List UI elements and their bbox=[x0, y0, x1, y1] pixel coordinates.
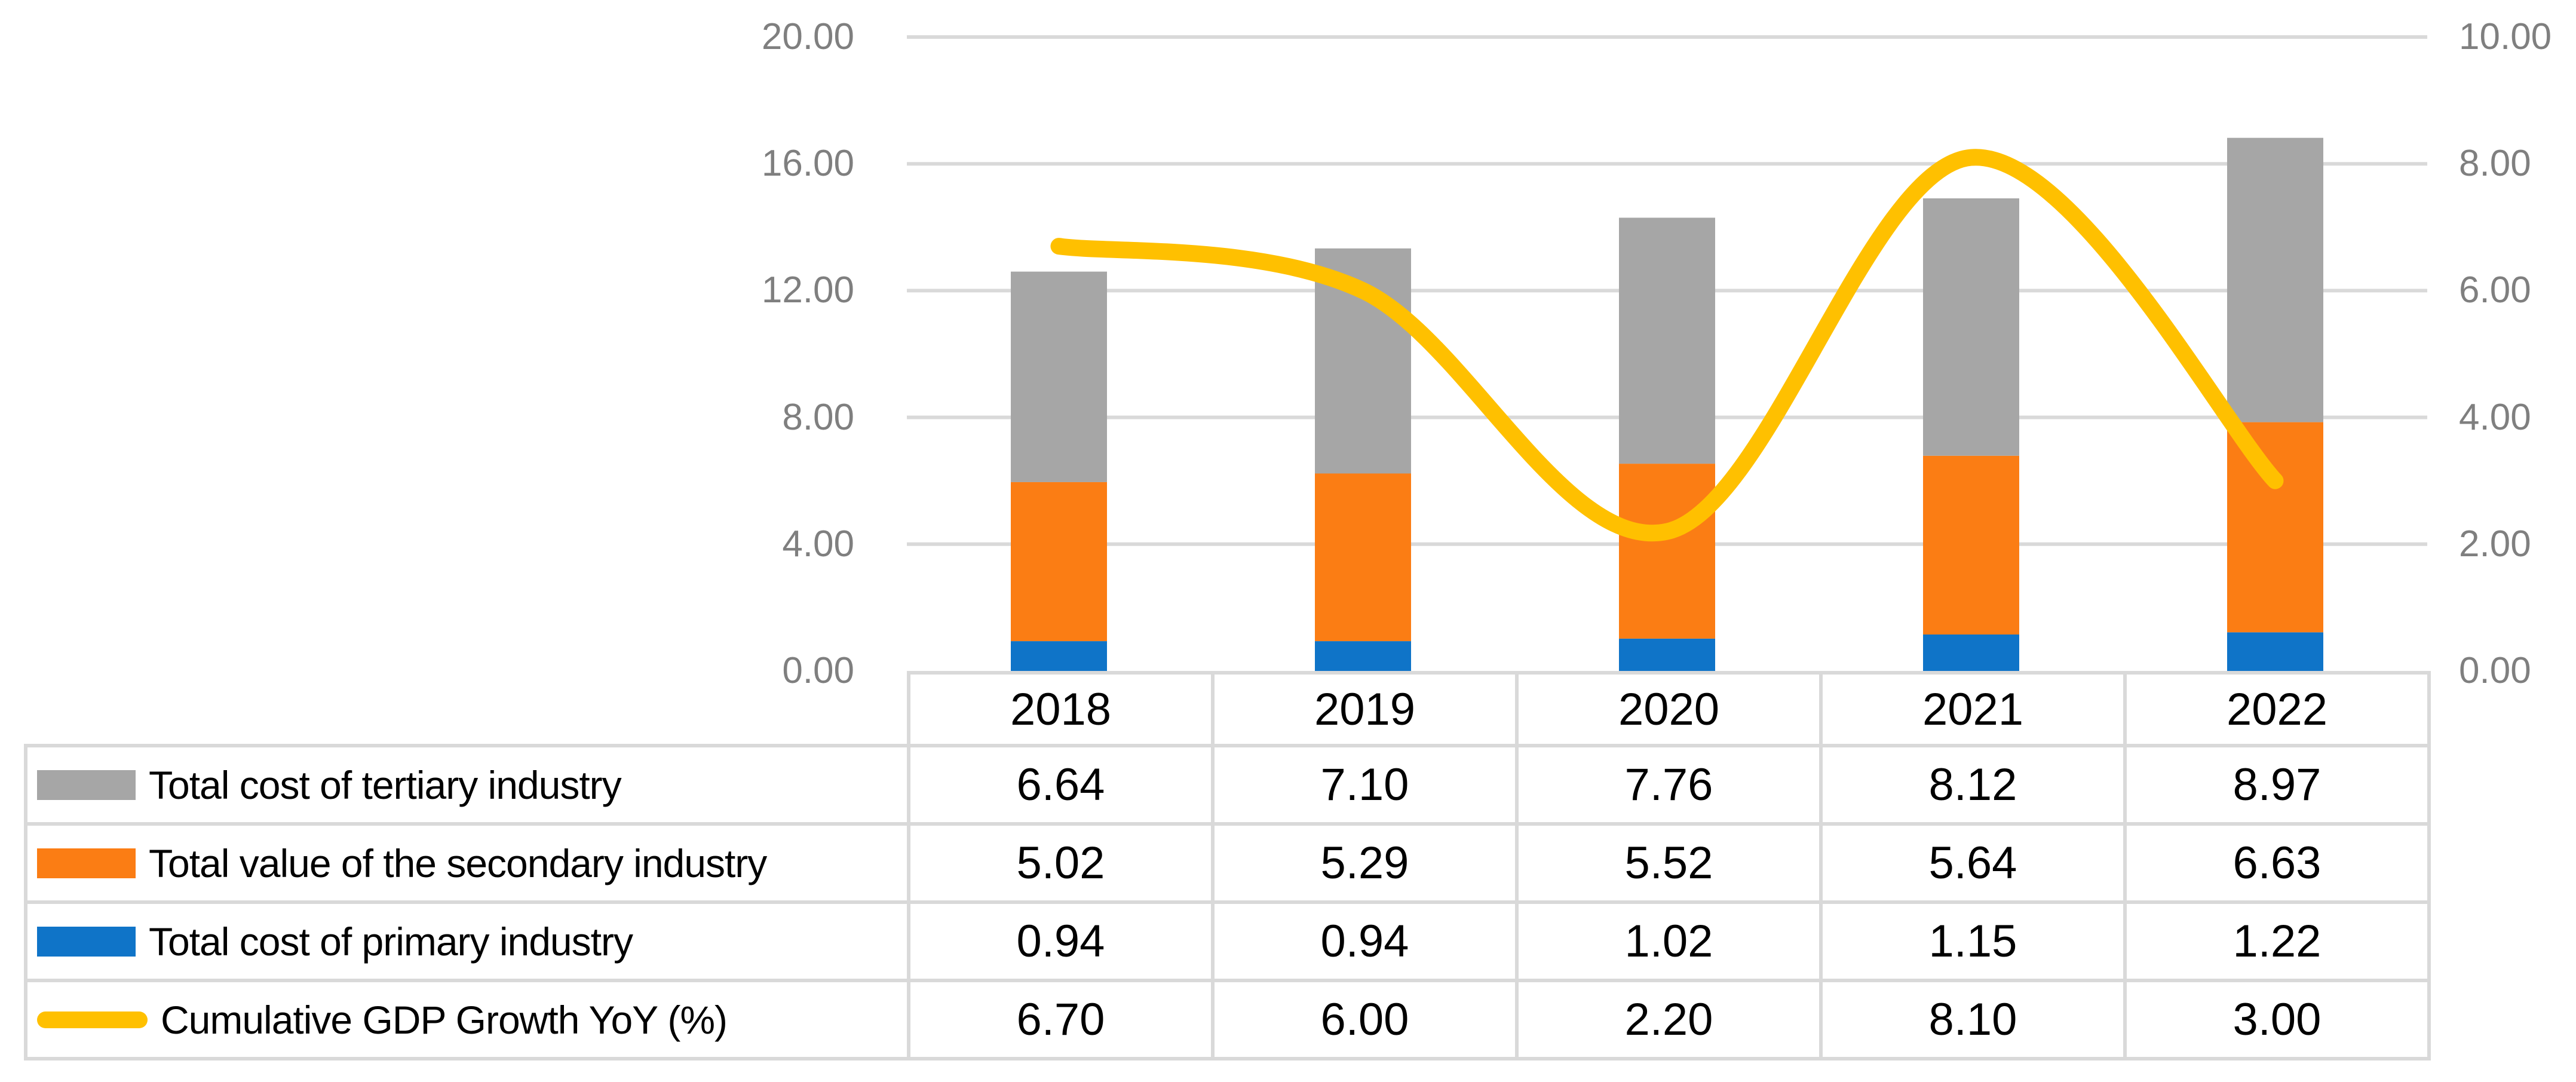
value-cell-tertiary-2021: 8.12 bbox=[1819, 744, 2127, 826]
value-cell-tertiary-2019: 7.10 bbox=[1211, 744, 1519, 826]
bar-segment-secondary-2020 bbox=[1619, 464, 1715, 639]
left-axis-tick-label: 16.00 bbox=[761, 143, 854, 185]
bar-segment-primary-2019 bbox=[1315, 641, 1411, 671]
table-row-secondary: Total value of the secondary industry 5.0… bbox=[24, 822, 2431, 904]
value-cell-primary-2022: 1.22 bbox=[2123, 900, 2431, 982]
value-cell-primary-2020: 1.02 bbox=[1515, 900, 1823, 982]
value-cell-secondary-2021: 5.64 bbox=[1819, 822, 2127, 904]
value-cell-tertiary-2018: 6.64 bbox=[907, 744, 1215, 826]
legend-key-primary-icon bbox=[37, 926, 136, 957]
bar-segment-primary-2021 bbox=[1923, 635, 2019, 671]
year-header-cell: 2019 bbox=[1211, 671, 1519, 747]
legend-label-tertiary: Total cost of tertiary industry bbox=[149, 762, 622, 807]
value-cell-gdp-2018: 6.70 bbox=[907, 979, 1215, 1060]
legend-cell-secondary: Total value of the secondary industry bbox=[24, 822, 910, 904]
left-axis-tick-label: 8.00 bbox=[782, 396, 854, 438]
legend-key-tertiary-icon bbox=[37, 770, 136, 800]
table-row-gdp: Cumulative GDP Growth YoY (%) 6.70 6.00 2.2… bbox=[24, 979, 2431, 1060]
right-axis-tick-label: 6.00 bbox=[2459, 269, 2531, 311]
bar-segment-tertiary-2021 bbox=[1923, 198, 2019, 456]
left-axis-tick-label: 20.00 bbox=[761, 16, 854, 57]
value-cell-secondary-2019: 5.29 bbox=[1211, 822, 1519, 904]
value-cell-gdp-2022: 3.00 bbox=[2123, 979, 2431, 1060]
year-header-cell: 2018 bbox=[907, 671, 1215, 747]
data-table: 2018 2019 2020 2021 2022 Total cost of tertia… bbox=[24, 671, 2431, 1060]
table-row-tertiary: Total cost of tertiary industry 6.64 7.10 7… bbox=[24, 744, 2431, 826]
bar-segment-secondary-2018 bbox=[1011, 482, 1107, 642]
value-cell-primary-2021: 1.15 bbox=[1819, 900, 2127, 982]
value-cell-gdp-2019: 6.00 bbox=[1211, 979, 1519, 1060]
legend-key-gdp-icon bbox=[37, 1011, 148, 1028]
legend-label-primary: Total cost of primary industry bbox=[149, 919, 633, 964]
right-axis-tick-label: 10.00 bbox=[2459, 16, 2552, 57]
bar-segment-tertiary-2022 bbox=[2227, 137, 2323, 422]
legend-cell-primary: Total cost of primary industry bbox=[24, 900, 910, 982]
bar-segment-secondary-2019 bbox=[1315, 473, 1411, 642]
value-cell-secondary-2020: 5.52 bbox=[1515, 822, 1823, 904]
value-cell-secondary-2018: 5.02 bbox=[907, 822, 1215, 904]
value-cell-primary-2019: 0.94 bbox=[1211, 900, 1519, 982]
value-cell-tertiary-2020: 7.76 bbox=[1515, 744, 1823, 826]
value-cell-gdp-2020: 2.20 bbox=[1515, 979, 1823, 1060]
right-axis-tick-label: 8.00 bbox=[2459, 143, 2531, 185]
right-axis-tick-label: 4.00 bbox=[2459, 396, 2531, 438]
year-header-cell: 2022 bbox=[2123, 671, 2431, 747]
bar-segment-primary-2018 bbox=[1011, 641, 1107, 671]
bar-segment-tertiary-2020 bbox=[1619, 217, 1715, 464]
legend-cell-tertiary: Total cost of tertiary industry bbox=[24, 744, 910, 826]
legend-cell-gdp: Cumulative GDP Growth YoY (%) bbox=[24, 979, 910, 1060]
legend-key-secondary-icon bbox=[37, 848, 136, 878]
year-header-cell: 2020 bbox=[1515, 671, 1823, 747]
value-cell-secondary-2022: 6.63 bbox=[2123, 822, 2431, 904]
legend-label-gdp: Cumulative GDP Growth YoY (%) bbox=[161, 997, 728, 1042]
right-axis-tick-label: 2.00 bbox=[2459, 523, 2531, 565]
value-cell-tertiary-2022: 8.97 bbox=[2123, 744, 2431, 826]
legend-label-secondary: Total value of the secondary industry bbox=[149, 841, 767, 885]
bar-segment-primary-2020 bbox=[1619, 638, 1715, 671]
year-header-cell: 2021 bbox=[1819, 671, 2127, 747]
plot-area bbox=[907, 35, 2427, 671]
table-row-primary: Total cost of primary industry 0.94 0.94 1.… bbox=[24, 900, 2431, 982]
bar-segment-secondary-2021 bbox=[1923, 455, 2019, 635]
value-cell-gdp-2021: 8.10 bbox=[1819, 979, 2127, 1060]
left-axis-tick-label: 12.00 bbox=[761, 269, 854, 311]
bar-segment-primary-2022 bbox=[2227, 632, 2323, 671]
table-corner-cell bbox=[26, 673, 909, 747]
right-axis-tick-label: 0.00 bbox=[2459, 650, 2531, 691]
bar-segment-secondary-2022 bbox=[2227, 422, 2323, 633]
left-axis-tick-label: 4.00 bbox=[782, 523, 854, 565]
value-cell-primary-2018: 0.94 bbox=[907, 900, 1215, 982]
gdp-growth-line bbox=[1050, 149, 2284, 542]
bar-segment-tertiary-2018 bbox=[1011, 271, 1107, 482]
